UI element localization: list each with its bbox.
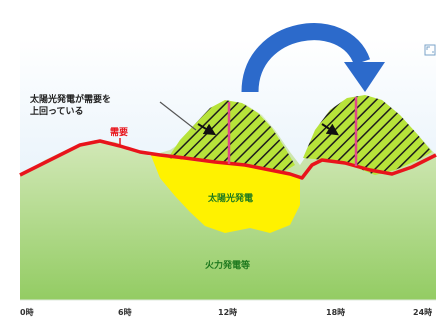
annotation-leader bbox=[159, 101, 197, 131]
thermal-label: 火力発電等 bbox=[205, 259, 250, 271]
curved-arrow-icon bbox=[241, 23, 385, 93]
demand-line bbox=[19, 139, 437, 180]
solar-label: 太陽光発電 bbox=[207, 192, 253, 204]
surplus-area-evening bbox=[303, 95, 432, 175]
annotation-line2: 上回っている bbox=[30, 105, 84, 117]
x-tick-label: 24時 bbox=[413, 307, 432, 317]
annotation-line1: 太陽光発電が需要を bbox=[29, 93, 111, 105]
x-tick-label: 12時 bbox=[218, 307, 237, 317]
expand-icon[interactable] bbox=[424, 44, 436, 56]
x-tick-label: 0時 bbox=[20, 307, 34, 317]
surplus-area-morning bbox=[168, 100, 295, 171]
pointer-1 bbox=[197, 123, 217, 136]
solar-area bbox=[150, 153, 300, 233]
x-tick-label: 18時 bbox=[326, 307, 345, 317]
demand-label: 需要 bbox=[110, 127, 128, 138]
x-tick-label: 6時 bbox=[118, 307, 132, 317]
pointer-2 bbox=[321, 123, 339, 136]
